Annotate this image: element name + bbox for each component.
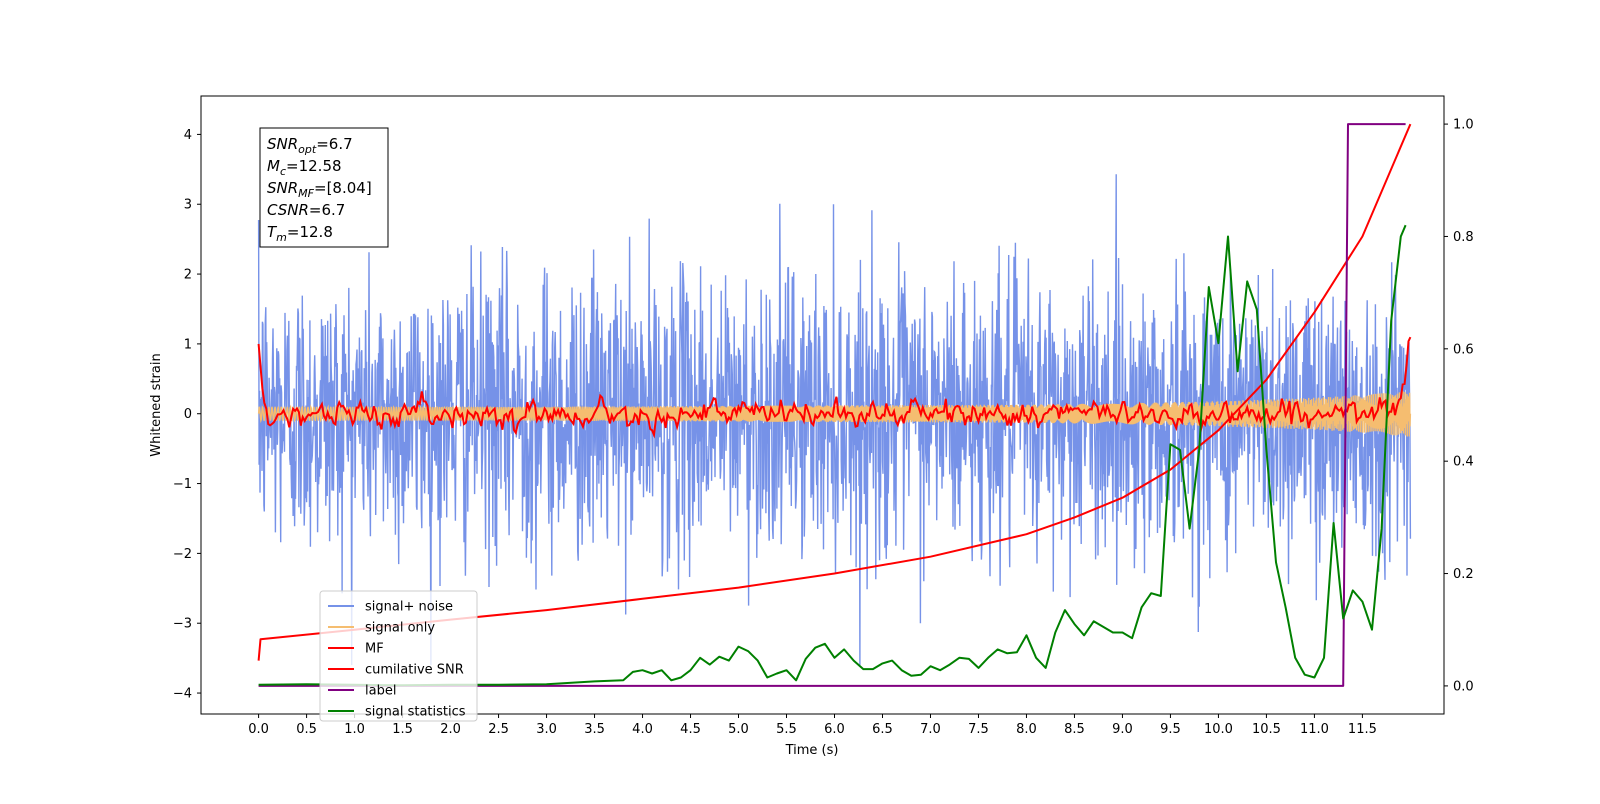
legend-frame (319, 590, 478, 722)
y-left-tick-label: −2 (173, 547, 192, 562)
y-right-tick-label: 0.4 (1453, 455, 1474, 470)
x-tick-label: 0.0 (248, 722, 269, 737)
y-left-tick-label: 4 (184, 128, 192, 143)
y-left-tick-label: 2 (184, 268, 192, 283)
series-signal-only-line (257, 391, 1412, 437)
x-tick-label: 1.5 (392, 722, 413, 737)
x-tick-label: 3.5 (584, 722, 605, 737)
annotation-line: Mc=12.58 (267, 157, 342, 178)
x-tick-label: 5.0 (728, 722, 749, 737)
annotation-line: CSNR=6.7 (267, 201, 345, 219)
annotation-line: SNRopt=6.7 (267, 135, 353, 156)
y-axis-label: Whitened strain (149, 353, 164, 456)
x-tick-label: 5.5 (776, 722, 797, 737)
y-left-tick-label: −4 (173, 687, 192, 702)
y-right-tick-label: 0.0 (1453, 679, 1474, 694)
y-left-tick-label: 3 (184, 198, 192, 213)
y-left-tick-label: −1 (173, 477, 192, 492)
legend-entry-label: label (365, 684, 396, 699)
y-right-tick-label: 0.8 (1453, 230, 1474, 245)
x-tick-label: 10.5 (1252, 722, 1281, 737)
x-tick-label: 10.0 (1204, 722, 1233, 737)
plot-frame (200, 95, 1445, 715)
x-tick-label: 7.0 (920, 722, 941, 737)
y-left-tick-label: −3 (173, 617, 192, 632)
series-signal-noise-line (257, 174, 1412, 666)
x-tick-label: 0.5 (296, 722, 317, 737)
y-left-tick-label: 0 (184, 407, 192, 422)
x-tick-label: 9.0 (1112, 722, 1133, 737)
x-tick-label: 11.5 (1348, 722, 1377, 737)
legend-entry-label: signal only (365, 621, 435, 636)
x-tick-label: 3.0 (536, 722, 557, 737)
series-signal-statistics-line (258, 224, 1407, 687)
legend-entry-label: signal+ noise (365, 600, 453, 615)
x-tick-label: 7.5 (968, 722, 989, 737)
y-right-tick-label: 0.2 (1453, 567, 1474, 582)
series-mf-line (257, 336, 1412, 439)
legend-entry-label: cumilative SNR (365, 663, 464, 678)
legend-entry-label: MF (365, 642, 384, 657)
x-tick-label: 2.0 (440, 722, 461, 737)
legend-entry-label: signal statistics (365, 705, 466, 720)
y-left-tick-label: 1 (184, 337, 192, 352)
x-tick-label: 6.5 (872, 722, 893, 737)
left-axis-series (257, 174, 1412, 666)
x-tick-label: 2.5 (488, 722, 509, 737)
x-tick-label: 4.5 (680, 722, 701, 737)
x-tick-label: 11.0 (1300, 722, 1329, 737)
x-tick-label: 8.5 (1064, 722, 1085, 737)
x-tick-label: 8.0 (1016, 722, 1037, 737)
x-tick-label: 1.0 (344, 722, 365, 737)
series-label-line (258, 123, 1406, 687)
x-tick-label: 6.0 (824, 722, 845, 737)
annotation-line: Tm=12.8 (267, 223, 333, 244)
y-right-tick-label: 0.6 (1453, 342, 1474, 357)
x-tick-label: 9.5 (1160, 722, 1181, 737)
annotation-line: SNRMF=[8.04] (267, 179, 372, 200)
y-right-tick-label: 1.0 (1453, 118, 1474, 133)
annotation-frame (259, 127, 389, 248)
legend: signal+ noise signal only MF cumilative SNR… (319, 590, 478, 722)
axes: 0.0 0.5 1.0 1.5 2.0 2.5 3.0 3.5 4.0 4.5 5.0 5.5 6.0 6… (173, 118, 1474, 737)
x-axis-label: Time (s) (785, 743, 839, 758)
x-tick-label: 4.0 (632, 722, 653, 737)
